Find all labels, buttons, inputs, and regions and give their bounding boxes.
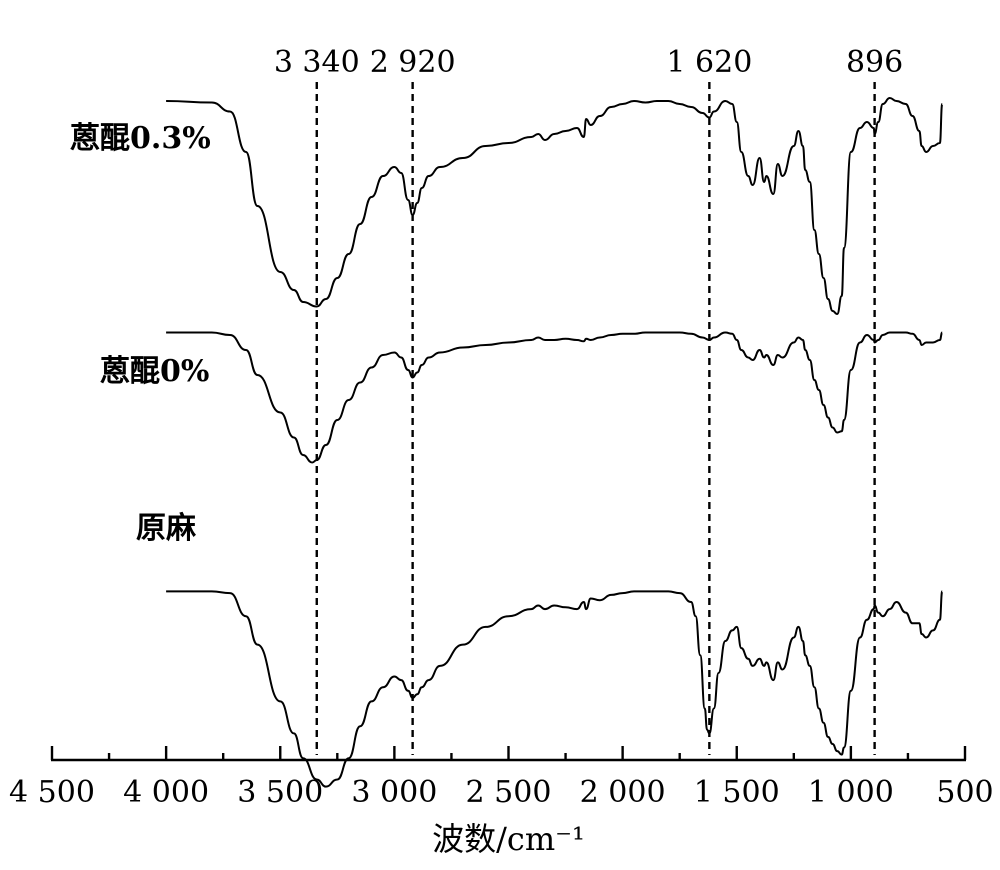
series-labels: 蒽醌0.3% 蒽醌0% 原麻 xyxy=(70,121,211,546)
x-axis-ticks: 4 500 4 000 3 500 3 000 2 500 2 000 1 500 1 000… xyxy=(9,746,994,810)
x-tick-label: 1 500 xyxy=(694,775,780,810)
spectrum-line-3 xyxy=(166,590,944,788)
peak-label: 2 920 xyxy=(370,45,456,80)
series-label: 原麻 xyxy=(136,511,197,546)
peak-label: 896 xyxy=(846,45,903,80)
spectrum-line-2 xyxy=(166,331,944,464)
spectra-series xyxy=(166,97,944,788)
x-tick-label: 3 500 xyxy=(237,775,323,810)
x-tick-label: 4 500 xyxy=(9,775,95,810)
x-tick-label: 3 000 xyxy=(351,775,437,810)
peak-reference-lines xyxy=(315,82,876,755)
x-tick-label: 500 xyxy=(936,775,993,810)
x-tick-label: 2 500 xyxy=(466,775,552,810)
series-label: 蒽醌0.3% xyxy=(70,121,211,156)
x-tick-label: 2 000 xyxy=(580,775,666,810)
series-label: 蒽醌0% xyxy=(100,354,209,389)
spectrum-line-1 xyxy=(166,97,944,315)
x-tick-label: 1 000 xyxy=(808,775,894,810)
peak-label: 3 340 xyxy=(274,45,360,80)
peak-label: 1 620 xyxy=(666,45,752,80)
x-tick-label: 4 000 xyxy=(123,775,209,810)
peak-labels: 3 340 2 920 1 620 896 xyxy=(274,45,903,80)
x-axis-title: 波数/cm⁻¹ xyxy=(432,820,585,858)
